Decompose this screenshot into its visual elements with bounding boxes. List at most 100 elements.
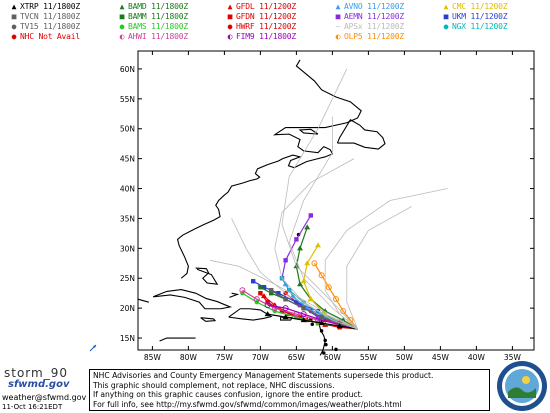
track-point: [283, 258, 288, 263]
track-point: [261, 293, 267, 299]
track-point: [300, 311, 307, 318]
track-olp5: [313, 262, 359, 330]
track-point: [297, 245, 303, 251]
timestamp: 11-Oct 16:21EDT: [2, 403, 63, 411]
track-apsx: [324, 188, 448, 330]
legend-symbol-icon: ■: [119, 12, 125, 21]
legend-item-olp5: ◐ OLP5 11/1200Z: [332, 32, 405, 42]
legend-label: CMC 11/1200Z: [452, 2, 508, 11]
legend-symbol-icon: ▲: [443, 2, 449, 11]
lon-label: 80W: [180, 353, 198, 362]
lon-label: 40W: [468, 353, 486, 362]
lon-label: 85W: [144, 353, 162, 362]
island-dot: [322, 351, 326, 355]
track-point: [297, 281, 303, 287]
map-border: [137, 50, 535, 351]
lat-label: 35N: [120, 214, 135, 223]
track-point: [294, 299, 299, 305]
track-point: [282, 281, 289, 287]
legend-label: FIM9 11/1800Z: [236, 32, 297, 41]
legend-symbol-icon: ▲: [227, 2, 233, 11]
legend-item-apsx: — APSx 11/1200Z: [332, 22, 405, 32]
lon-label: 65W: [288, 353, 306, 362]
track-point: [271, 305, 278, 312]
legend-label: NGX 11/1200Z: [452, 22, 508, 31]
coast-segment: [229, 292, 240, 298]
map-frame: [137, 50, 535, 351]
track-point: [300, 317, 307, 323]
legend-label: OLP5 11/1200Z: [344, 32, 405, 41]
track-point: [318, 272, 325, 279]
coast-segment: [159, 337, 196, 342]
track-point: [279, 308, 285, 314]
legend-item-bamd: ▲ BAMD 11/1800Z: [116, 2, 189, 12]
axis-labels: 60N 55N 50N 45N 40N 35N 30N 25N 20N 15N 85W 80W 75W 7…: [120, 65, 522, 362]
legend-label: XTRP 11/1800Z: [20, 2, 81, 11]
legend-symbol-icon: ■: [227, 12, 233, 21]
legend-item-gfdl: ▲ GFDL 11/1200Z: [224, 2, 297, 12]
legend-label: NHC Not Avail: [20, 32, 81, 41]
legend-label: UKM 11/1200Z: [452, 12, 508, 21]
track-point: [269, 288, 274, 293]
track-point: [258, 285, 263, 290]
contact-email[interactable]: weather@sfwmd.gov: [2, 393, 87, 402]
legend-symbol-icon: ◐: [335, 32, 341, 41]
track-apsx: [346, 206, 412, 330]
legend-symbol-icon: ▲: [335, 2, 341, 11]
legend-symbol-icon: ●: [227, 22, 233, 31]
coast-segment: [137, 298, 149, 303]
track-point: [258, 290, 263, 296]
track-point: [319, 314, 324, 320]
legend-label: AVNO 11/1200Z: [344, 2, 405, 11]
disclaimer-link[interactable]: For full info, see http://my.sfwmd.gov/s…: [93, 399, 402, 409]
track-point: [282, 305, 289, 312]
track-point: [301, 305, 306, 311]
logo-site: sfwmd.gov: [8, 379, 70, 390]
legend-item-ukm: ■ UKM 11/1200Z: [440, 12, 508, 22]
track-point: [315, 242, 321, 248]
track-point: [325, 284, 332, 291]
legend-symbol-icon: ◐: [119, 32, 125, 41]
island-dot: [319, 329, 324, 333]
track-point: [336, 323, 343, 329]
legend-item-nhc: ● NHC Not Avail: [8, 32, 81, 42]
legend-symbol-icon: ■: [443, 12, 449, 21]
legend-item-hwrf: ● HWRF 11/1200Z: [224, 22, 297, 32]
island-dot: [323, 338, 327, 343]
legend-item-ahwi: ◐ AHWI 11/1800Z: [116, 32, 189, 42]
track-xtrp: [267, 313, 358, 330]
track-point: [253, 296, 260, 303]
track-point: [318, 320, 325, 326]
lon-label: 35W: [504, 353, 522, 362]
legend-label: GFDL 11/1200Z: [236, 2, 297, 11]
legend-label: GFDN 11/1200Z: [236, 12, 297, 21]
lat-label: 15N: [120, 334, 135, 343]
legend-item-avno: ▲ AVNO 11/1200Z: [332, 2, 405, 12]
legend-item-fim9: ◐ FIM9 11/1800Z: [224, 32, 297, 42]
lat-label: 45N: [120, 155, 135, 164]
coast-segment: [200, 317, 217, 322]
track-point: [251, 279, 256, 284]
legend-item-tv15: ● TV15 11/1800Z: [8, 22, 81, 32]
coast-segment: [195, 267, 219, 285]
track-point: [308, 213, 313, 218]
coast-segment: [228, 308, 273, 321]
disclaimer-line: If anything on this graphic causes confu…: [93, 390, 363, 400]
track-apsx: [209, 259, 358, 330]
lon-label: 70W: [252, 353, 270, 362]
lon-label: 45W: [432, 353, 450, 362]
lat-label: 30N: [120, 244, 135, 253]
lon-label: 55W: [360, 353, 378, 362]
legend-symbol-icon: ●: [11, 22, 17, 31]
track-point: [297, 302, 303, 308]
legend-item-xtrp: ▲ XTRP 11/1800Z: [8, 2, 81, 12]
track-point: [269, 290, 274, 296]
island-dot: [310, 322, 314, 327]
track-point: [307, 296, 314, 302]
legend-label: HWRF 11/1200Z: [236, 22, 297, 31]
lat-label: 20N: [120, 304, 135, 313]
legend-label: AEMN 11/1200Z: [344, 12, 405, 21]
legend-label: TVCN 11/1800Z: [20, 12, 81, 21]
track-point: [304, 260, 311, 266]
